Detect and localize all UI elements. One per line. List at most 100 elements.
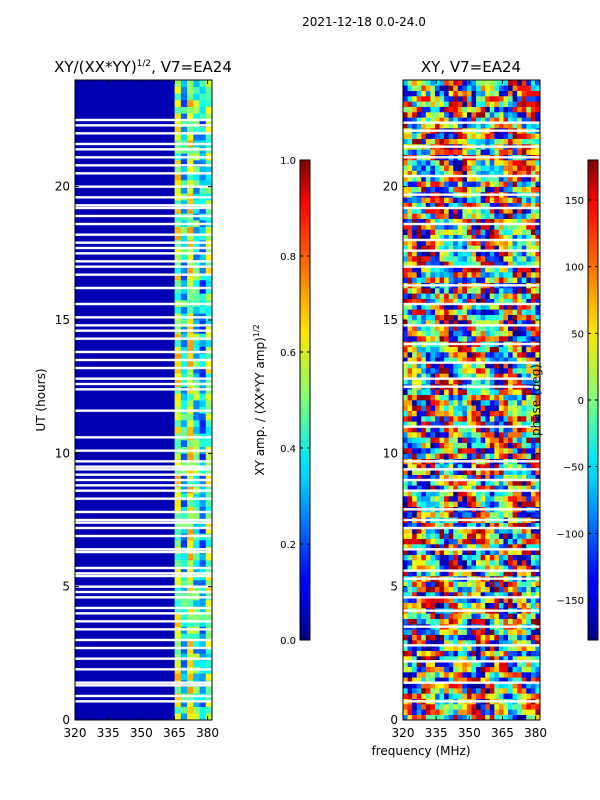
right-heatmap-cell xyxy=(416,138,422,145)
right-heatmap-cell xyxy=(462,261,468,267)
right-heatmap-cell xyxy=(480,618,486,625)
right-heatmap-cell xyxy=(416,309,422,315)
right-heatmap-cell xyxy=(471,666,477,673)
right-heatmap-cell xyxy=(462,528,468,534)
right-heatmap-cell xyxy=(453,266,459,273)
left-heatmap-cell xyxy=(180,480,188,487)
left-heatmap-cell xyxy=(205,180,213,187)
right-heatmap-cell xyxy=(526,693,532,699)
right-heatmap-cell xyxy=(448,378,454,385)
right-heatmap-cell xyxy=(439,234,445,241)
right-heatmap-cell xyxy=(439,426,445,433)
right-heatmap-cell xyxy=(448,586,454,593)
right-heatmap-cell xyxy=(412,682,417,689)
right-heatmap-cell xyxy=(530,186,536,193)
right-heatmap-cell xyxy=(444,202,449,209)
left-heatmap-cell xyxy=(205,586,213,594)
left-flagged-row xyxy=(75,612,212,615)
right-heatmap-cell xyxy=(521,229,527,235)
right-heatmap-cell xyxy=(489,90,495,97)
right-heatmap-cell xyxy=(512,661,518,667)
right-heatmap-cell xyxy=(453,352,459,358)
right-heatmap-cell xyxy=(535,277,541,283)
left-heatmap-cell xyxy=(199,340,207,347)
right-heatmap-cell xyxy=(444,709,449,715)
right-heatmap-cell xyxy=(512,373,518,379)
right-heatmap-cell xyxy=(412,304,417,310)
right-heatmap-cell xyxy=(448,538,454,545)
right-heatmap-cell xyxy=(412,346,417,353)
right-heatmap-cell xyxy=(407,442,413,449)
right-heatmap-cell xyxy=(530,448,536,454)
right-heatmap-cell xyxy=(485,309,491,315)
right-heatmap-cell xyxy=(434,106,440,113)
right-heatmap-cell xyxy=(448,298,454,305)
right-heatmap-cell xyxy=(407,357,413,363)
right-heatmap-cell xyxy=(403,640,408,646)
right-heatmap-cell xyxy=(425,496,431,502)
right-heatmap-cell xyxy=(457,512,463,518)
left-flagged-row xyxy=(75,681,212,684)
right-heatmap-cell xyxy=(517,80,523,86)
left-heatmap-cell xyxy=(193,660,200,667)
right-heatmap-cell xyxy=(526,448,532,454)
right-heatmap-cell xyxy=(526,149,532,155)
right-heatmap-cell xyxy=(535,362,541,369)
right-heatmap-cell xyxy=(457,554,463,561)
right-heatmap-cell xyxy=(421,240,427,246)
left-flagged-row xyxy=(75,337,212,340)
left-heatmap-cell xyxy=(174,540,182,547)
right-heatmap-cell xyxy=(530,586,536,593)
right-heatmap-cell xyxy=(448,197,454,203)
right-heatmap-cell xyxy=(512,250,518,257)
right-heatmap-cell xyxy=(416,336,422,342)
right-heatmap-cell xyxy=(530,672,536,678)
right-heatmap-cell xyxy=(485,362,491,369)
right-heatmap-cell xyxy=(489,117,495,123)
right-heatmap-cell xyxy=(512,538,518,545)
right-heatmap-cell xyxy=(421,304,427,310)
right-heatmap-cell xyxy=(412,645,417,651)
right-heatmap-cell xyxy=(494,90,500,97)
right-heatmap-cell xyxy=(498,682,504,689)
right-heatmap-cell xyxy=(535,677,541,683)
right-flagged-row xyxy=(403,609,540,612)
right-heatmap-cell xyxy=(508,213,513,219)
right-heatmap-cell xyxy=(526,352,532,358)
right-heatmap-cell xyxy=(521,442,527,449)
right-heatmap-cell xyxy=(503,426,509,433)
right-heatmap-cell xyxy=(462,266,468,273)
right-heatmap-cell xyxy=(457,437,463,443)
right-heatmap-cell xyxy=(444,309,449,315)
right-heatmap-cell xyxy=(471,645,477,651)
right-heatmap-cell xyxy=(403,336,408,342)
left-heatmap-cell xyxy=(174,360,182,367)
right-heatmap-cell xyxy=(512,613,518,619)
right-heatmap-cell xyxy=(503,560,509,566)
right-heatmap-cell xyxy=(416,240,422,246)
right-heatmap-cell xyxy=(430,656,436,662)
right-heatmap-cell xyxy=(434,80,440,86)
right-heatmap-cell xyxy=(530,666,536,673)
right-heatmap-cell xyxy=(444,682,449,689)
right-heatmap-cell xyxy=(457,293,463,299)
right-heatmap-cell xyxy=(471,448,477,454)
right-heatmap-cell xyxy=(503,309,509,315)
right-heatmap-cell xyxy=(444,149,449,155)
right-heatmap-cell xyxy=(498,309,504,315)
right-heatmap-cell xyxy=(439,389,445,395)
right-heatmap-cell xyxy=(508,362,513,369)
right-heatmap-cell xyxy=(466,186,472,193)
right-heatmap-cell xyxy=(485,437,491,443)
right-heatmap-cell xyxy=(444,277,449,283)
right-heatmap-cell xyxy=(517,240,523,246)
left-heatmap-cell xyxy=(193,173,200,181)
right-heatmap-cell xyxy=(453,272,459,278)
right-heatmap-cell xyxy=(535,586,541,593)
right-heatmap-cell xyxy=(512,693,518,699)
right-heatmap-cell xyxy=(439,122,445,129)
left-heatmap-cell xyxy=(187,473,194,481)
right-heatmap-cell xyxy=(407,426,413,433)
right-heatmap-cell xyxy=(407,618,413,625)
right-heatmap-cell xyxy=(494,256,500,262)
